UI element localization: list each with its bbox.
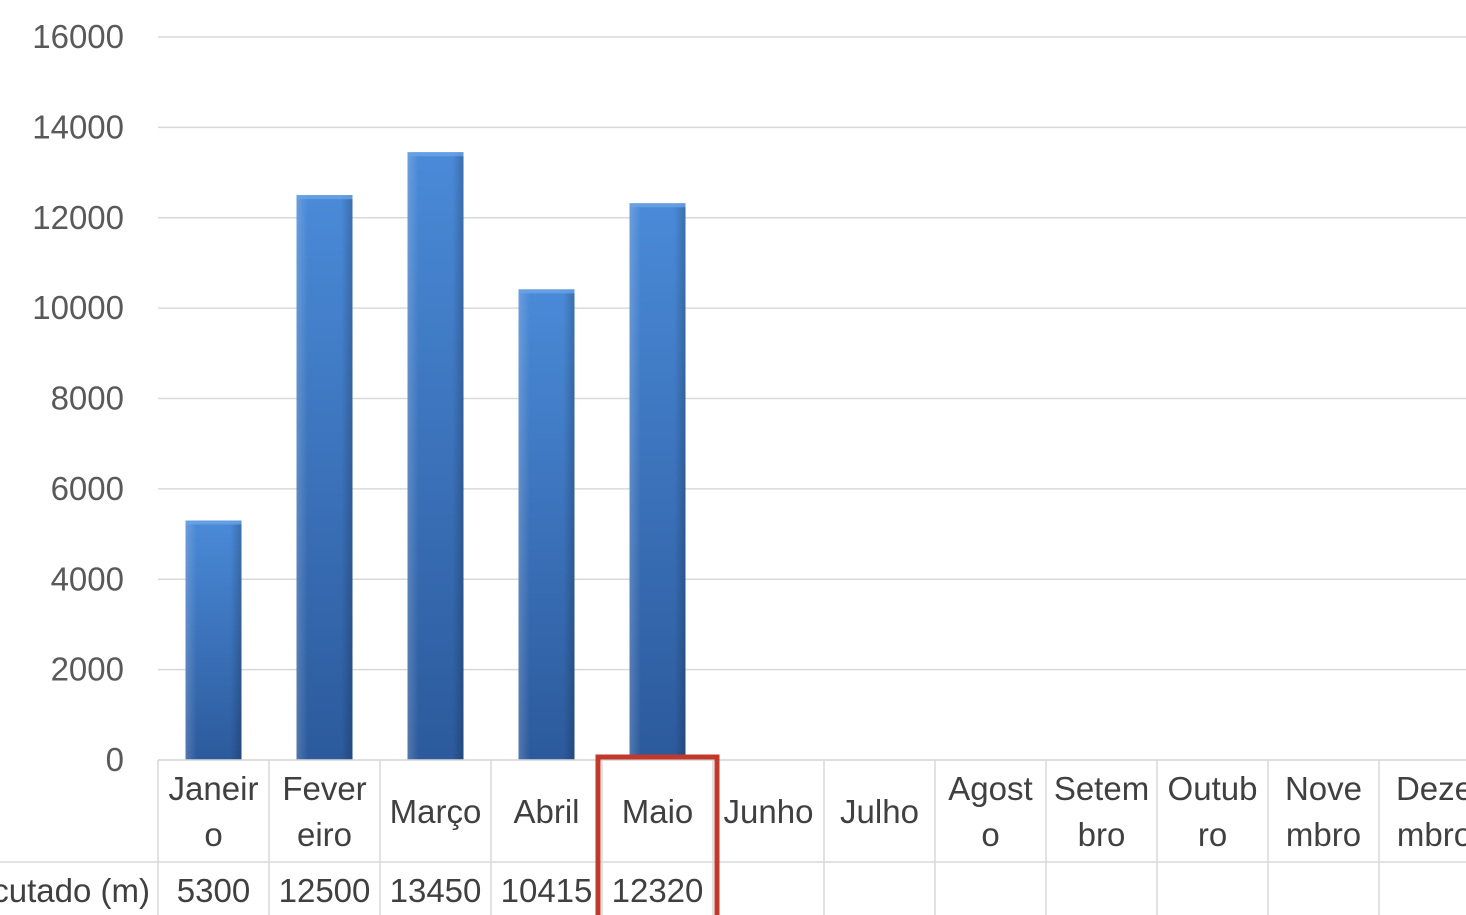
bar <box>185 520 242 760</box>
y-tick-label: 10000 <box>32 289 124 326</box>
y-tick-label: 8000 <box>51 380 124 417</box>
category-label: Abril <box>513 793 579 830</box>
category-label: mbro <box>1397 816 1466 853</box>
category-label: Outub <box>1168 770 1258 807</box>
bar <box>407 152 464 760</box>
data-label: 10415 <box>501 872 593 909</box>
data-label: 12500 <box>279 872 371 909</box>
data-label: 12320 <box>612 872 704 909</box>
y-tick-label: 4000 <box>51 560 124 597</box>
category-label: Maio <box>622 793 694 830</box>
category-label: o <box>204 816 222 853</box>
y-axis: 0 2000 4000 6000 8000 10000 12000 14000 16000 <box>32 18 124 778</box>
bar <box>296 195 353 760</box>
category-label: Agost <box>948 770 1032 807</box>
category-label: ro <box>1198 816 1227 853</box>
y-tick-label: 2000 <box>51 651 124 688</box>
category-label: Setem <box>1054 770 1149 807</box>
highlight-outline <box>595 754 720 915</box>
y-tick-label: 14000 <box>32 108 124 145</box>
category-label: Nove <box>1285 770 1362 807</box>
bar <box>518 289 575 760</box>
y-tick-label: 12000 <box>32 199 124 236</box>
category-label: Março <box>390 793 482 830</box>
highlight-box <box>595 754 720 915</box>
y-tick-label: 16000 <box>32 18 124 55</box>
table-row-label: Executado (m) <box>0 872 150 909</box>
category-label: Deze <box>1396 770 1466 807</box>
data-label: 13450 <box>390 872 482 909</box>
category-label: eiro <box>297 816 352 853</box>
category-label: Julho <box>840 793 919 830</box>
bar <box>629 203 686 761</box>
category-label: Junho <box>724 793 814 830</box>
gridlines <box>158 36 1466 761</box>
y-tick-label: 6000 <box>51 470 124 507</box>
bars <box>185 152 686 761</box>
data-label: 5300 <box>177 872 250 909</box>
data-table: Janeir o Fever eiro Março Abril Maio Junho Julho… <box>0 759 1466 915</box>
category-label: Janeir <box>169 770 259 807</box>
category-label: o <box>981 816 999 853</box>
category-label: mbro <box>1286 816 1361 853</box>
category-label: bro <box>1078 816 1126 853</box>
y-tick-label: 0 <box>106 741 124 778</box>
category-label: Fever <box>282 770 366 807</box>
